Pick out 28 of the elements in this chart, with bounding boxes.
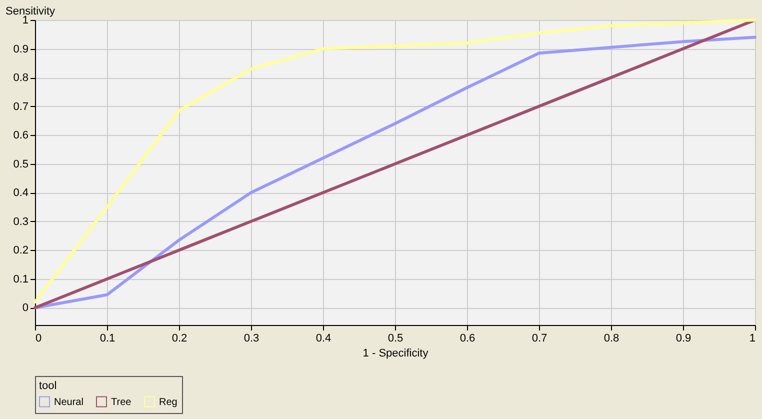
y-tick-label: 1 — [22, 14, 28, 26]
y-tick-label: 0.8 — [13, 72, 28, 84]
y-tick-label: 0.3 — [13, 216, 28, 228]
x-tick-label: 0 — [36, 332, 42, 344]
x-tick-label: 0.8 — [604, 332, 620, 344]
x-tick-label: 1 — [749, 332, 756, 344]
y-axis-title: Sensitivity — [6, 6, 56, 18]
y-tick-label: 0.6 — [13, 130, 28, 142]
y-tick-label: 0.2 — [13, 244, 28, 257]
legend-label: Neural — [54, 396, 84, 408]
x-tick-label: 0.1 — [100, 332, 116, 344]
legend-label: Tree — [111, 396, 132, 408]
y-tick-label: 0.5 — [13, 158, 28, 170]
y-tick-label: 0.9 — [13, 43, 28, 56]
x-tick-label: 0.6 — [460, 332, 476, 344]
y-tick-label: 0.1 — [13, 273, 28, 286]
x-tick-label: 0.5 — [388, 332, 404, 344]
y-tick-label: 0.7 — [13, 100, 28, 113]
x-tick-label: 0.2 — [172, 332, 188, 344]
x-tick-label: 0.7 — [532, 332, 548, 344]
legend-title: tool — [39, 380, 57, 392]
x-axis-title: 1 - Specificity — [362, 348, 429, 360]
x-tick-label: 0.9 — [676, 332, 692, 344]
x-tick-label: 0.3 — [244, 332, 260, 344]
y-tick-label: 0.4 — [13, 187, 28, 200]
legend-label: Reg — [159, 396, 178, 408]
x-tick-label: 0.4 — [316, 332, 332, 344]
y-tick-label: 0 — [22, 302, 28, 314]
